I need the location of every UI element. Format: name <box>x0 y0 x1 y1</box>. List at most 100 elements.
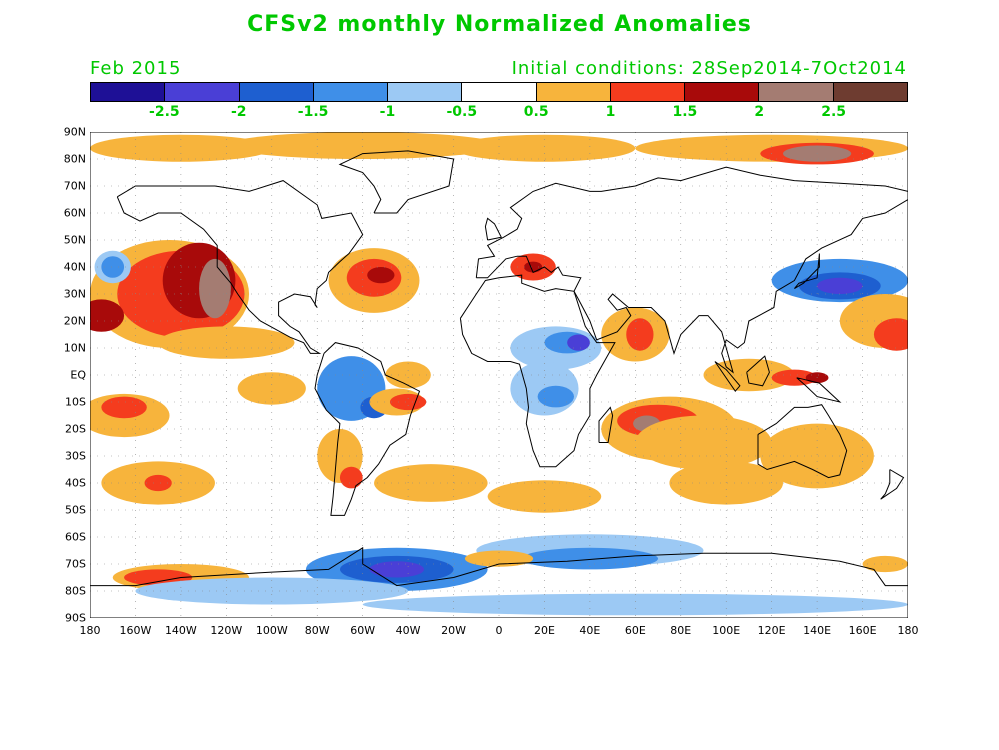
coastline <box>796 377 842 403</box>
coastline <box>484 217 503 241</box>
lat-label: 90N <box>63 125 86 139</box>
colorbar <box>90 82 908 102</box>
lon-label: 40W <box>395 624 421 637</box>
colorbar-swatch <box>313 83 389 101</box>
lon-label: 80W <box>304 624 330 637</box>
colorbar-swatch <box>91 83 166 101</box>
lat-label: 20N <box>63 314 86 328</box>
lat-label: 20S <box>65 422 86 436</box>
anomaly-map <box>90 132 908 618</box>
lat-label: 40N <box>63 260 86 274</box>
lon-label: 160E <box>848 624 877 637</box>
anomaly-region <box>453 134 636 162</box>
colorbar-labels: -2.5 -2 -1.5 -1 -0.5 0.5 1 1.5 2 2.5 <box>90 104 908 122</box>
anomaly-region <box>873 318 908 351</box>
colorbar-swatch <box>685 83 760 101</box>
colorbar-swatch <box>388 83 463 101</box>
anomaly-region <box>362 593 908 616</box>
anomaly-region <box>537 385 574 408</box>
lat-label: 50N <box>63 233 86 247</box>
lat-label: EQ <box>70 368 86 382</box>
colorbar-tick-label: -2.5 <box>149 104 180 120</box>
anomaly-region <box>135 577 409 605</box>
lon-label: 20W <box>441 624 466 637</box>
lat-label: 90S <box>65 611 86 625</box>
anomaly-region <box>385 361 431 389</box>
colorbar-tick-label: 0.5 <box>523 104 549 120</box>
anomaly-region <box>389 393 427 411</box>
lon-label: 60E <box>624 624 646 637</box>
lon-label: 0 <box>495 624 503 637</box>
lat-label: 80N <box>63 152 86 166</box>
colorbar-tick-label: -2 <box>230 104 247 120</box>
colorbar-tick-label: -1 <box>379 104 396 120</box>
colorbar-swatch <box>610 83 686 101</box>
anomaly-region <box>374 464 488 502</box>
page-title: CFSv2 monthly Normalized Anomalies <box>247 12 752 37</box>
anomaly-region <box>369 561 425 578</box>
lon-label: 120E <box>757 624 786 637</box>
coastline <box>459 274 616 468</box>
anomaly-region <box>760 423 874 489</box>
coastline <box>475 166 908 374</box>
anomaly-region <box>669 461 784 505</box>
colorbar-tick-label: 1 <box>605 104 616 120</box>
anomaly-region <box>226 132 500 159</box>
lat-label: 80S <box>65 584 86 598</box>
lat-label: 50S <box>65 503 86 517</box>
lon-label: 80E <box>670 624 692 637</box>
lat-label: 30N <box>63 287 86 301</box>
coastline <box>746 355 770 387</box>
lat-label: 60N <box>63 206 86 220</box>
coastline <box>90 546 908 587</box>
colorbar-tick-label: 1.5 <box>672 104 698 120</box>
anomaly-region <box>464 550 534 567</box>
coastline <box>757 404 848 479</box>
anomaly-region <box>199 258 231 319</box>
lon-label: 120W <box>210 624 243 637</box>
lat-label: 40S <box>65 476 86 490</box>
colorbar-swatch <box>462 83 537 101</box>
lon-label: 180 <box>897 624 919 637</box>
anomaly-region <box>144 474 172 492</box>
anomaly-region <box>635 415 772 470</box>
lon-label: 40E <box>579 624 601 637</box>
lon-label: 180 <box>79 624 101 637</box>
lat-label: 10N <box>63 341 86 355</box>
colorbar-swatch <box>833 83 907 101</box>
valid-month: Feb 2015 <box>90 58 182 79</box>
lon-label: 100W <box>255 624 288 637</box>
anomaly-region <box>101 396 147 419</box>
anomaly-region <box>521 547 659 570</box>
colorbar-swatch <box>536 83 611 101</box>
anomaly-region <box>367 267 395 284</box>
colorbar-swatch <box>165 83 240 101</box>
anomaly-region <box>626 318 654 351</box>
anomaly-region <box>90 299 125 332</box>
lat-label: 70S <box>65 557 86 571</box>
initial-conditions: Initial conditions: 28Sep2014-7Oct2014 <box>511 58 907 79</box>
lat-label: 60S <box>65 530 86 544</box>
anomaly-region <box>523 261 543 273</box>
lon-label: 160W <box>119 624 152 637</box>
colorbar-tick-label: -0.5 <box>446 104 478 120</box>
anomaly-region <box>101 256 125 278</box>
lon-label: 20E <box>533 624 555 637</box>
lon-label: 60W <box>350 624 376 637</box>
coastline <box>714 361 741 393</box>
coastline <box>598 406 614 443</box>
anomaly-region <box>237 372 306 405</box>
lon-label: 140E <box>803 624 832 637</box>
lon-label: 100E <box>712 624 741 637</box>
colorbar-tick-label: 2 <box>754 104 765 120</box>
lat-label: 70N <box>63 179 86 193</box>
coastline <box>338 150 455 214</box>
colorbar-tick-label: 2.5 <box>821 104 847 120</box>
anomaly-region <box>339 466 363 489</box>
anomaly-region <box>90 134 272 162</box>
coastline <box>116 180 364 354</box>
colorbar-swatch <box>759 83 834 101</box>
anomaly-region <box>817 277 863 294</box>
coastline <box>314 342 421 516</box>
anomaly-region <box>567 334 590 351</box>
